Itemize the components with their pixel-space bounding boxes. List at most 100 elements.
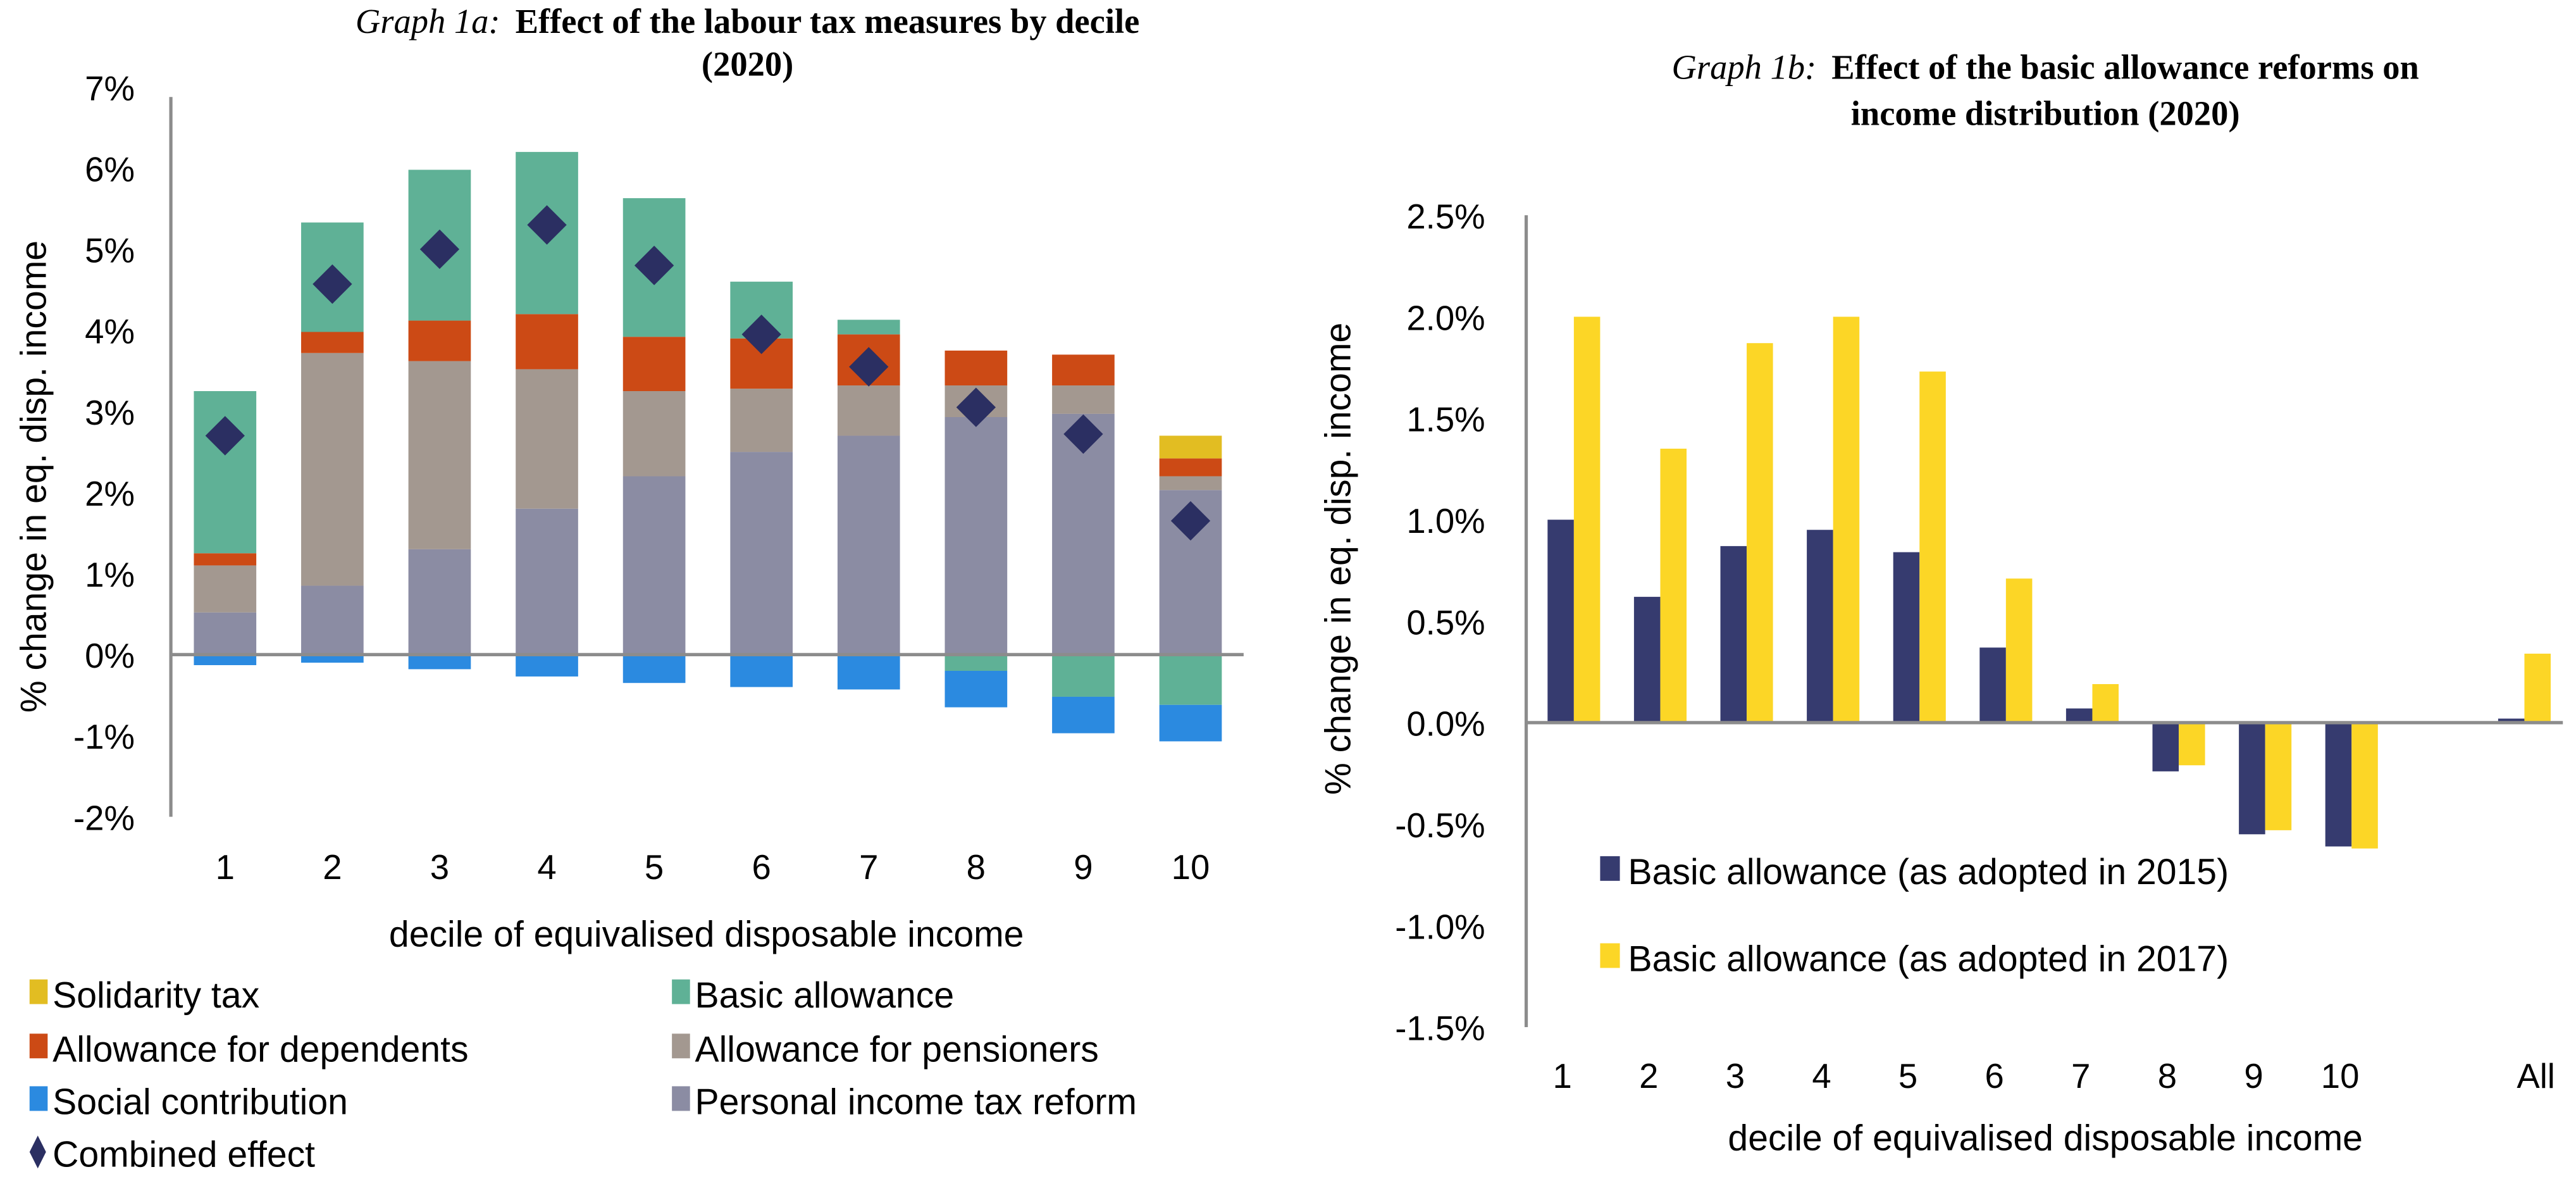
legend-diamond-icon <box>29 1135 46 1169</box>
bar-segment-allowance-for-dependents <box>622 337 686 392</box>
bar-segment-social-contribution <box>1159 704 1222 742</box>
x-tick-label: 8 <box>2158 1057 2177 1095</box>
bar-segment-allowance-for-pensioners <box>1159 476 1222 490</box>
y-tick-label: -1% <box>73 718 135 756</box>
bar-segment-social-contribution <box>516 654 578 677</box>
legend-label: Basic allowance <box>695 975 955 1016</box>
bar-segment-allowance-for-pensioners <box>301 353 364 586</box>
bar-basic-allowance-as-adopted-in-2017 <box>2524 653 2551 723</box>
graph-1a-y-tick-labels: 7% 6% 5% 4% 3% 2% 1% 0% -1% -2% <box>73 69 135 837</box>
bar-basic-allowance-as-adopted-in-2017 <box>1660 448 1687 723</box>
y-tick-label: 2.5% <box>1406 197 1485 236</box>
x-tick-label: 7 <box>859 848 878 887</box>
graph-1a-title-main: Effect of the labour tax measures by dec… <box>516 2 1140 41</box>
bar-basic-allowance-as-adopted-in-2017 <box>1833 316 1860 723</box>
bar-basic-allowance-as-adopted-in-2017 <box>1747 343 1773 723</box>
x-tick-label: 7 <box>2071 1057 2090 1095</box>
y-tick-label: 0% <box>85 637 135 675</box>
legend-label: Solidarity tax <box>53 975 259 1016</box>
graph-1b-title-prefix: Graph 1b: <box>1672 48 1817 87</box>
bar-segment-allowance-for-dependents <box>194 553 257 566</box>
bar-basic-allowance-as-adopted-in-2017 <box>2092 683 2119 723</box>
legend-label: Social contribution <box>53 1082 348 1123</box>
x-tick-label: 3 <box>430 848 449 887</box>
x-tick-label: 9 <box>1074 848 1093 887</box>
y-tick-label: 2.0% <box>1406 299 1485 337</box>
x-tick-label: 4 <box>1812 1057 1831 1095</box>
bar-basic-allowance-as-adopted-in-2015 <box>1633 597 1661 723</box>
y-tick-label: 1% <box>85 556 135 594</box>
bar-segment-allowance-for-pensioners <box>622 391 686 477</box>
graph-1a-title-line1: Graph 1a: Effect of the labour tax measu… <box>356 2 1139 41</box>
combined-effect-marker <box>1170 501 1211 541</box>
bar-segment-basic-allowance <box>1159 654 1222 705</box>
y-tick-label: 2% <box>85 475 135 513</box>
bar-basic-allowance-as-adopted-in-2017 <box>2265 722 2292 830</box>
bar-segment-social-contribution <box>837 654 900 690</box>
x-tick-label: 8 <box>967 848 986 887</box>
x-tick-label: 1 <box>216 848 235 887</box>
graph-1b: Graph 1b: Effect of the basic allowance … <box>1318 48 2563 1159</box>
y-tick-label: 7% <box>85 69 135 108</box>
graph-1b-title-main: Effect of the basic allowance reforms on <box>1831 48 2419 87</box>
y-tick-label: 6% <box>85 151 135 189</box>
y-tick-label: 5% <box>85 232 135 270</box>
bar-segment-personal-income-tax-reform <box>944 417 1008 655</box>
bar-basic-allowance-as-adopted-in-2017 <box>2351 722 2378 849</box>
graph-1a-title-prefix: Graph 1a: <box>356 2 500 41</box>
graph-1a-bars <box>194 152 1222 742</box>
bar-basic-allowance-as-adopted-in-2015 <box>1893 552 1920 723</box>
bar-segment-personal-income-tax-reform <box>194 612 257 655</box>
bar-segment-allowance-for-dependents <box>1052 354 1115 386</box>
x-tick-label: 6 <box>1985 1057 2004 1095</box>
graph-1b-y-tick-labels: 2.5% 2.0% 1.5% 1.0% 0.5% 0.0% -0.5% -1.0% -1.5% <box>1395 197 1485 1048</box>
bar-segment-personal-income-tax-reform <box>1052 413 1115 655</box>
bar-basic-allowance-as-adopted-in-2015 <box>1720 546 1747 723</box>
bar-segment-allowance-for-pensioners <box>194 565 257 613</box>
bar-segment-personal-income-tax-reform <box>837 435 900 655</box>
bar-basic-allowance-as-adopted-in-2015 <box>2152 722 2179 771</box>
bar-segment-basic-allowance <box>1052 654 1115 697</box>
bar-segment-personal-income-tax-reform <box>408 549 471 655</box>
bar-segment-basic-allowance <box>837 320 900 335</box>
legend-swatch-icon <box>1600 943 1620 968</box>
bar-segment-allowance-for-pensioners <box>516 369 578 509</box>
graph-1a-x-tick-labels: 1 2 3 4 5 6 7 8 9 10 <box>216 848 1210 887</box>
y-tick-label: 1.5% <box>1406 401 1485 439</box>
bar-basic-allowance-as-adopted-in-2017 <box>1573 316 1601 723</box>
graph-1b-bars <box>1547 316 2551 849</box>
bar-basic-allowance-as-adopted-in-2015 <box>2498 718 2525 723</box>
legend-swatch-icon <box>672 979 690 1004</box>
graph-1b-legend: Basic allowance (as adopted in 2015) Basi… <box>1600 852 2229 980</box>
x-tick-label: 10 <box>2321 1057 2360 1095</box>
bar-segment-social-contribution <box>944 670 1008 708</box>
legend-swatch-icon <box>29 1033 48 1059</box>
x-tick-label: 3 <box>1726 1057 1745 1095</box>
legend-item-combined-effect: Combined effect <box>29 1135 315 1175</box>
bar-segment-social-contribution <box>194 654 257 666</box>
x-tick-label: 2 <box>323 848 342 887</box>
combined-effect-marker <box>527 205 567 245</box>
y-tick-label: 4% <box>85 313 135 351</box>
legend-label: Basic allowance (as adopted in 2017) <box>1628 939 2229 980</box>
legend-item-solidarity-tax: Solidarity tax <box>29 975 259 1016</box>
bar-segment-basic-allowance <box>194 391 257 554</box>
bar-basic-allowance-as-adopted-in-2015 <box>1979 647 2006 723</box>
bar-segment-allowance-for-pensioners <box>1052 385 1115 414</box>
bar-basic-allowance-as-adopted-in-2015 <box>1807 530 1833 723</box>
y-tick-label: -1.5% <box>1395 1009 1485 1048</box>
bar-segment-allowance-for-dependents <box>944 350 1008 386</box>
bar-segment-personal-income-tax-reform <box>301 585 364 655</box>
combined-effect-marker <box>1063 414 1103 454</box>
bar-segment-social-contribution <box>1052 696 1115 733</box>
x-tick-label: 5 <box>645 848 664 887</box>
x-tick-label: 10 <box>1172 848 1210 887</box>
x-tick-label: 4 <box>537 848 556 887</box>
bar-segment-social-contribution <box>301 654 364 663</box>
bar-segment-allowance-for-pensioners <box>408 361 471 549</box>
graph-1b-x-axis-title: decile of equivalised disposable income <box>1728 1118 2363 1159</box>
combined-effect-marker <box>849 347 889 387</box>
bar-basic-allowance-as-adopted-in-2017 <box>2005 578 2033 723</box>
combined-effect-marker <box>956 387 996 427</box>
legend-label: Allowance for dependents <box>53 1029 468 1070</box>
